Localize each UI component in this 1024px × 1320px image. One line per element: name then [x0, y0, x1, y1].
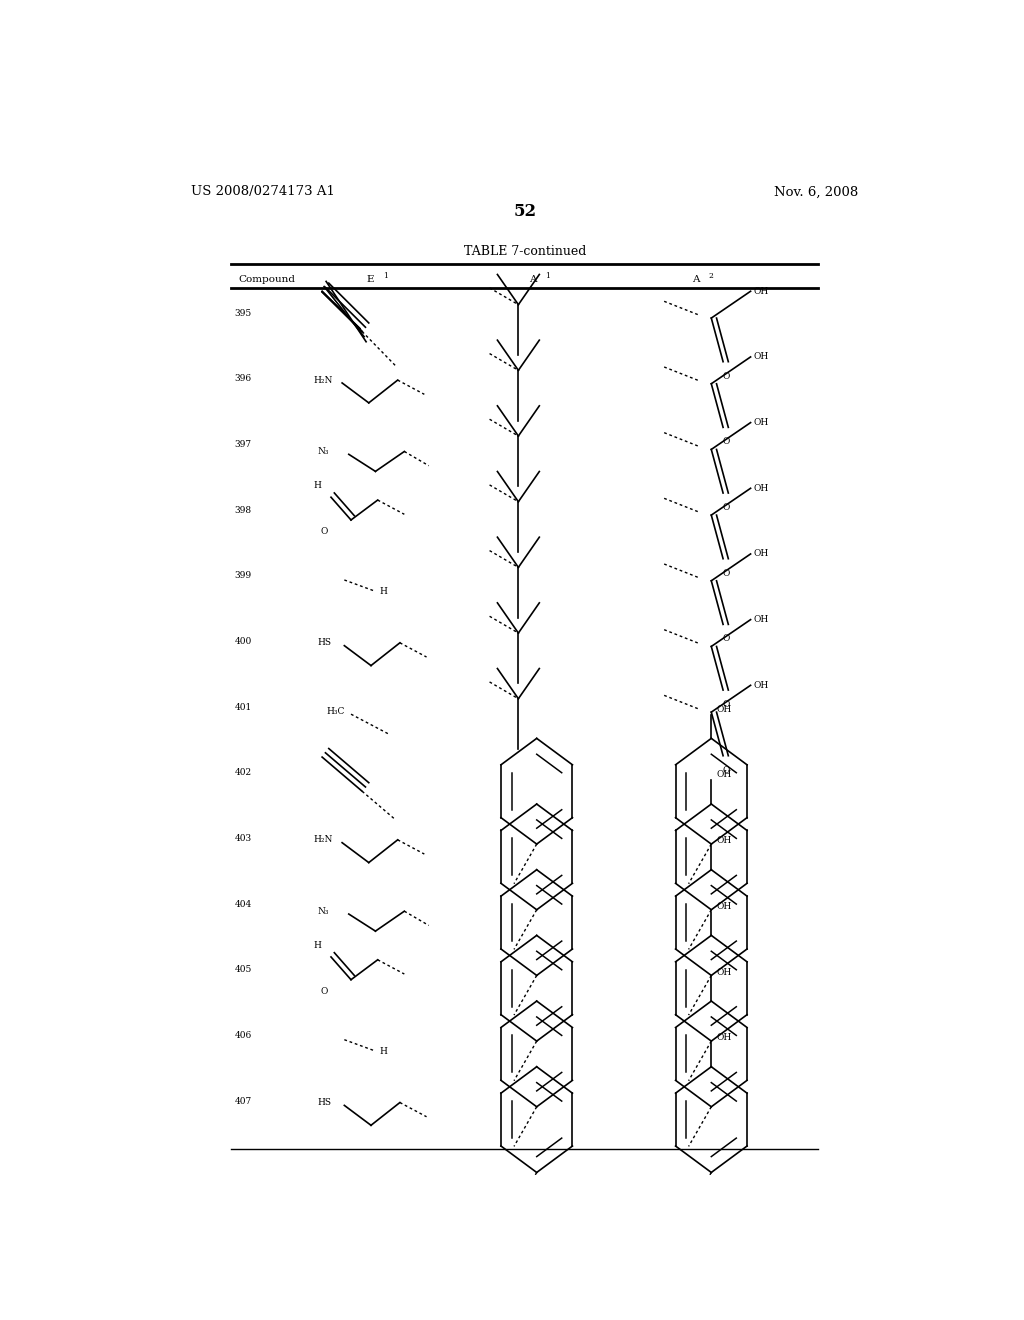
Text: OH: OH [716, 902, 731, 911]
Text: 52: 52 [513, 203, 537, 219]
Text: H: H [313, 482, 322, 490]
Text: O: O [722, 700, 729, 709]
Text: E: E [367, 275, 374, 284]
Text: H₂N: H₂N [313, 376, 333, 384]
Text: 1: 1 [383, 272, 387, 280]
Text: TABLE 7-continued: TABLE 7-continued [464, 246, 586, 259]
Text: N₃: N₃ [317, 907, 329, 916]
Text: 407: 407 [234, 1097, 252, 1106]
Text: N₃: N₃ [317, 447, 329, 455]
Text: OH: OH [716, 705, 731, 714]
Text: OH: OH [754, 615, 768, 624]
Text: 2: 2 [708, 272, 713, 280]
Text: OH: OH [716, 968, 731, 977]
Text: H: H [380, 587, 388, 595]
Text: 1: 1 [546, 272, 550, 280]
Text: H: H [380, 1047, 388, 1056]
Text: OH: OH [754, 549, 768, 558]
Text: O: O [722, 372, 729, 380]
Text: HS: HS [317, 639, 332, 647]
Text: 400: 400 [234, 638, 252, 645]
Text: Nov. 6, 2008: Nov. 6, 2008 [774, 185, 858, 198]
Text: O: O [321, 527, 328, 536]
Text: 395: 395 [234, 309, 252, 318]
Text: OH: OH [754, 681, 768, 690]
Text: 402: 402 [234, 768, 252, 777]
Text: OH: OH [754, 483, 768, 492]
Text: HS: HS [317, 1098, 332, 1107]
Text: Compound: Compound [239, 275, 295, 284]
Text: OH: OH [754, 352, 768, 362]
Text: 399: 399 [234, 572, 252, 581]
Text: 396: 396 [234, 375, 252, 383]
Text: US 2008/0274173 A1: US 2008/0274173 A1 [191, 185, 336, 198]
Text: H₃C: H₃C [326, 706, 344, 715]
Text: O: O [321, 986, 328, 995]
Text: A: A [529, 275, 537, 284]
Text: H₂N: H₂N [313, 836, 333, 845]
Text: O: O [722, 503, 729, 512]
Text: 401: 401 [234, 702, 252, 711]
Text: OH: OH [716, 836, 731, 845]
Text: 404: 404 [234, 900, 252, 908]
Text: 398: 398 [234, 506, 252, 515]
Text: OH: OH [754, 286, 768, 296]
Text: A: A [691, 275, 699, 284]
Text: OH: OH [716, 771, 731, 780]
Text: 406: 406 [234, 1031, 252, 1040]
Text: 403: 403 [234, 834, 252, 843]
Text: O: O [722, 437, 729, 446]
Text: H: H [313, 941, 322, 950]
Text: OH: OH [754, 418, 768, 428]
Text: 397: 397 [234, 440, 252, 449]
Text: O: O [722, 635, 729, 643]
Text: O: O [722, 766, 729, 775]
Text: 405: 405 [234, 965, 252, 974]
Text: O: O [722, 569, 729, 578]
Text: OH: OH [716, 1034, 731, 1043]
